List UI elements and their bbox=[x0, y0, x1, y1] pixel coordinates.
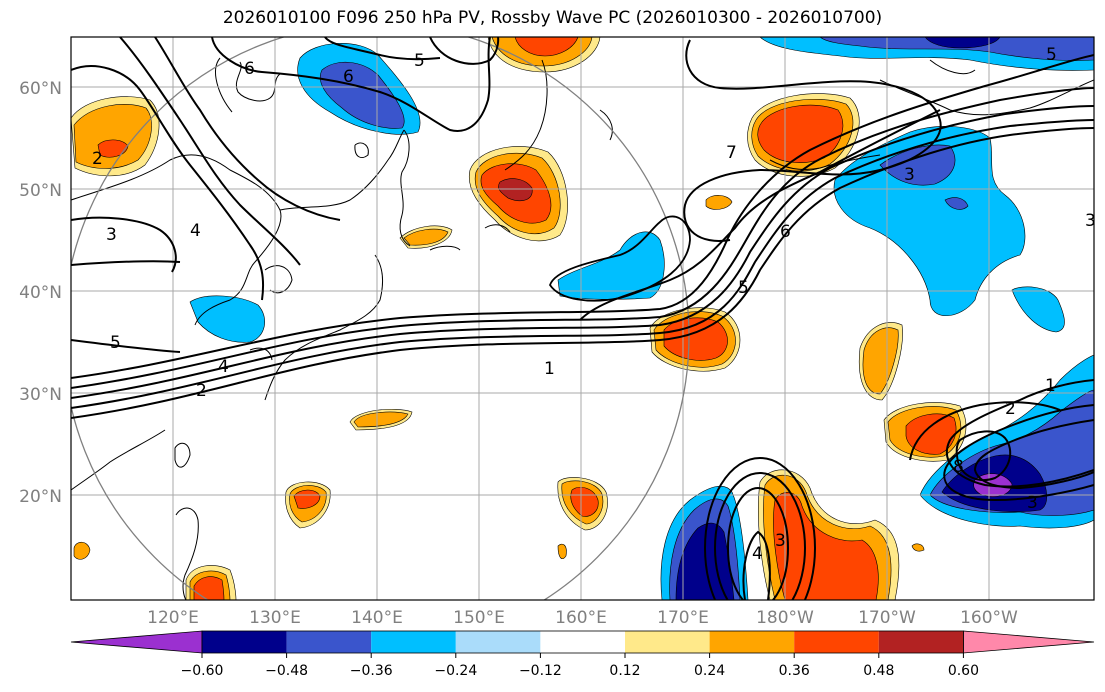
lon-label: 150°E bbox=[453, 608, 505, 628]
contour-label: 1 bbox=[544, 359, 555, 379]
colorbar-swatch bbox=[794, 631, 879, 653]
pv-contours bbox=[71, 37, 1094, 600]
map-border bbox=[70, 36, 1095, 601]
lon-label: 130°E bbox=[249, 608, 301, 628]
colorbar-swatch bbox=[371, 631, 456, 653]
contour-label: 2 bbox=[1005, 399, 1016, 419]
contour-label: 3 bbox=[1027, 493, 1038, 513]
colorbar-swatch bbox=[540, 631, 625, 653]
contour-label: 3 bbox=[904, 165, 915, 185]
lat-label: 50°N bbox=[19, 181, 62, 201]
contour-label: 6 bbox=[343, 67, 354, 87]
lon-label: 160°E bbox=[555, 608, 607, 628]
colorbar-tick-label: −0.12 bbox=[519, 663, 562, 679]
colorbar-tick-label: 0.48 bbox=[863, 663, 894, 679]
contour-label: 6 bbox=[780, 222, 791, 242]
coastlines bbox=[71, 57, 1094, 600]
lat-label: 40°N bbox=[19, 283, 62, 303]
contour-labels: 5 5 6 6 2 3 3 4 4 5 2 1 1 2 3 4 3 5 6 7 … bbox=[92, 45, 1096, 564]
colorbar-tick-label: −0.36 bbox=[350, 663, 393, 679]
lat-label: 30°N bbox=[19, 385, 62, 405]
contour-label: 3 bbox=[775, 531, 786, 551]
colorbar-extend-max bbox=[963, 630, 1095, 654]
colorbar-tick-label: −0.48 bbox=[265, 663, 308, 679]
positive-pv-anomalies bbox=[71, 37, 967, 600]
lon-label: 160°W bbox=[960, 608, 1018, 628]
contour-label: 5 bbox=[414, 51, 425, 71]
contour-label: 4 bbox=[752, 544, 763, 564]
contour-label: 8 bbox=[953, 457, 964, 477]
reference-circle bbox=[71, 37, 690, 600]
colorbar-tick-label: 0.36 bbox=[779, 663, 810, 679]
contour-label: 3 bbox=[1085, 211, 1096, 231]
contour-label: 5 bbox=[110, 333, 121, 353]
lon-label: 180°W bbox=[756, 608, 814, 628]
contour-label: 4 bbox=[190, 221, 201, 241]
lat-label: 20°N bbox=[19, 487, 62, 507]
contour-label: 1 bbox=[1045, 376, 1056, 396]
colorbar-extend-min bbox=[70, 630, 203, 654]
latitude-labels: 60°N 50°N 40°N 30°N 20°N bbox=[19, 79, 62, 507]
lon-label: 140°E bbox=[351, 608, 403, 628]
contour-label: 2 bbox=[92, 149, 103, 169]
lat-label: 60°N bbox=[19, 79, 62, 99]
colorbar-tick-label: 0.60 bbox=[948, 663, 979, 679]
colorbar-swatch bbox=[625, 631, 710, 653]
colorbar-tick-label: 0.12 bbox=[609, 663, 640, 679]
colorbar-swatch bbox=[286, 631, 372, 653]
contour-label: 7 bbox=[726, 143, 737, 163]
colorbar: −0.60 −0.48 −0.36 −0.24 −0.12 0.12 0.24 … bbox=[70, 630, 1095, 679]
lon-label: 170°E bbox=[657, 608, 709, 628]
contour-label: 3 bbox=[106, 225, 117, 245]
contour-label: 4 bbox=[218, 357, 229, 377]
lon-label: 170°W bbox=[858, 608, 916, 628]
colorbar-tick-label: −0.60 bbox=[181, 663, 224, 679]
lon-label: 120°E bbox=[147, 608, 199, 628]
contour-label: 6 bbox=[244, 59, 255, 79]
colorbar-swatch bbox=[455, 631, 541, 653]
contour-label: 5 bbox=[1046, 45, 1057, 65]
colorbar-tick-label: 0.24 bbox=[694, 663, 725, 679]
colorbar-swatch bbox=[878, 631, 964, 653]
colorbar-tick-label: −0.24 bbox=[434, 663, 477, 679]
colorbar-swatch bbox=[709, 631, 795, 653]
map-title: 2026010100 F096 250 hPa PV, Rossby Wave … bbox=[222, 8, 883, 28]
longitude-labels: 120°E 130°E 140°E 150°E 160°E 170°E 180°… bbox=[147, 608, 1018, 628]
contour-label: 5 bbox=[738, 278, 749, 298]
contour-label: 2 bbox=[196, 381, 207, 401]
colorbar-swatch bbox=[202, 631, 287, 653]
